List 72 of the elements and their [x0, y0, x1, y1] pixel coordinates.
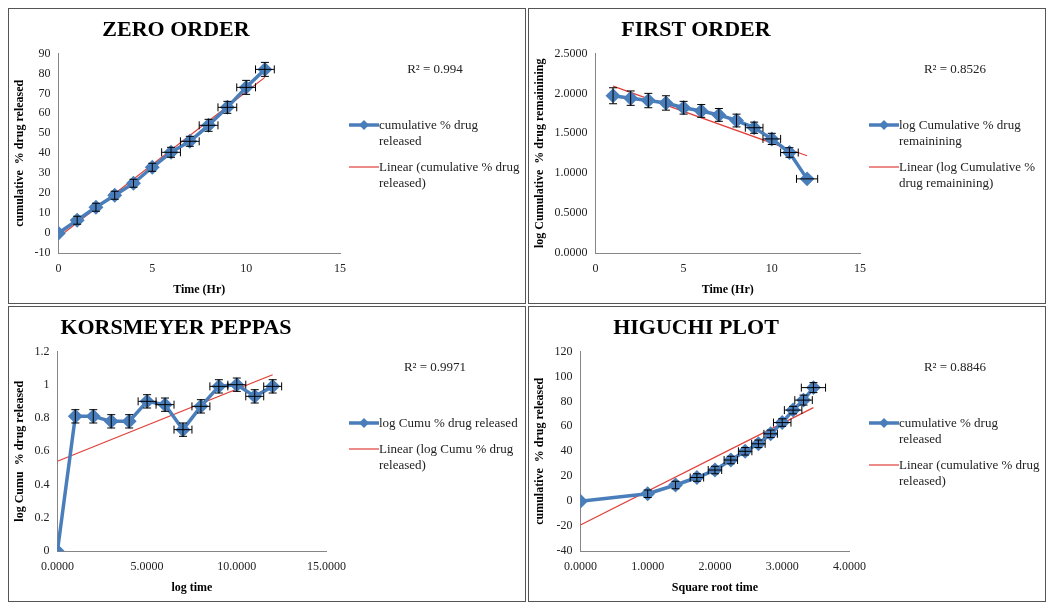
text: R² = 0.8526 [922, 61, 988, 77]
y-tick-label: 80 [38, 65, 51, 80]
y-tick-label: 40 [38, 145, 51, 160]
y-axis-title: cumulative % drug released [532, 377, 547, 525]
x-tick-label: 10 [765, 260, 778, 275]
x-tick-label: 10.0000 [217, 558, 257, 573]
y-tick-label: -10 [34, 245, 51, 260]
legend-label: cumulative % drug released [899, 415, 999, 447]
y-tick-label: 0.4 [34, 476, 50, 491]
y-tick-label: 50 [38, 125, 51, 140]
y-tick-label: 80 [560, 393, 573, 408]
x-axis-title: log time [171, 579, 214, 594]
legend-label: Linear (cumulative % drug released) [899, 457, 1041, 489]
y-axis-title: log Cumulative % drug remainining [532, 58, 547, 249]
x-tick-label: 0 [55, 260, 62, 275]
legend-label: Linear (log Cumulative % drug remainining) [899, 159, 1037, 191]
y-tick-label: 100 [554, 368, 573, 383]
x-tick-label: 15 [334, 260, 346, 275]
chart-title: FIRST ORDER [621, 15, 772, 41]
legend-label: log Cumulative % drug remainining [899, 117, 1022, 149]
x-tick-label: 5.0000 [130, 558, 164, 573]
x-axis-title: Time (Hr) [173, 281, 226, 296]
y-tick-label: 90 [38, 45, 51, 60]
y-tick-label: 20 [38, 185, 51, 200]
x-tick-label: 5 [680, 260, 687, 275]
y-tick-label: 70 [38, 85, 51, 100]
x-tick-label: 15 [854, 260, 866, 275]
y-tick-label: 2.5000 [554, 45, 588, 60]
y-tick-label: -40 [556, 543, 573, 558]
y-tick-label: 20 [560, 468, 573, 483]
text: R² = 0.994 [406, 61, 464, 77]
y-tick-label: 1.5000 [554, 125, 588, 140]
y-tick-label: 120 [554, 343, 573, 358]
y-tick-label: 0.5000 [554, 205, 588, 220]
y-tick-label: 0.0000 [554, 245, 588, 260]
y-tick-label: 1.0000 [554, 165, 588, 180]
text: R² = 0.8846 [922, 359, 988, 375]
x-tick-label: 5 [149, 260, 156, 275]
y-tick-label: 0 [44, 225, 51, 240]
y-axis-title: cumulative % drug released [12, 79, 27, 227]
y-tick-label: 60 [38, 105, 51, 120]
x-axis-title: Time (Hr) [701, 281, 754, 296]
y-tick-label: 0 [566, 493, 573, 508]
y-tick-label: 1 [43, 376, 50, 391]
legend-label: Linear (cumulative % drug released) [379, 159, 521, 191]
x-tick-label: 2.0000 [698, 558, 732, 573]
y-tick-label: 40 [560, 443, 573, 458]
x-tick-label: 3.0000 [765, 558, 799, 573]
chart-title: KORSMEYER PEPPAS [60, 313, 292, 339]
x-tick-label: 15.0000 [307, 558, 346, 573]
x-tick-label: 0 [592, 260, 599, 275]
y-tick-label: 1.2 [34, 343, 50, 358]
x-tick-label: 10 [240, 260, 253, 275]
y-tick-label: 0 [43, 543, 50, 558]
y-tick-label: 0.8 [34, 410, 50, 425]
y-tick-label: 60 [560, 418, 573, 433]
x-axis-title: Square root time [671, 579, 759, 594]
chart-title: HIGUCHI PLOT [613, 313, 780, 339]
y-tick-label: 10 [38, 205, 51, 220]
x-tick-label: 4.0000 [833, 558, 866, 573]
legend-label: cumulative % drug released [379, 117, 479, 149]
y-axis-title: log Cumu % drug released [12, 380, 27, 522]
legend-label: Linear (log Cumu % drug released) [379, 441, 515, 473]
y-tick-label: 0.2 [34, 510, 50, 525]
x-tick-label: 1.0000 [631, 558, 665, 573]
legend-label: log Cumu % drug released [379, 415, 518, 431]
y-tick-label: 30 [38, 165, 51, 180]
y-tick-label: 2.0000 [554, 85, 588, 100]
y-tick-label: -20 [556, 518, 573, 533]
y-tick-label: 0.6 [34, 443, 50, 458]
chart-title: ZERO ORDER [102, 15, 251, 41]
text: R² = 0.9971 [402, 359, 468, 375]
